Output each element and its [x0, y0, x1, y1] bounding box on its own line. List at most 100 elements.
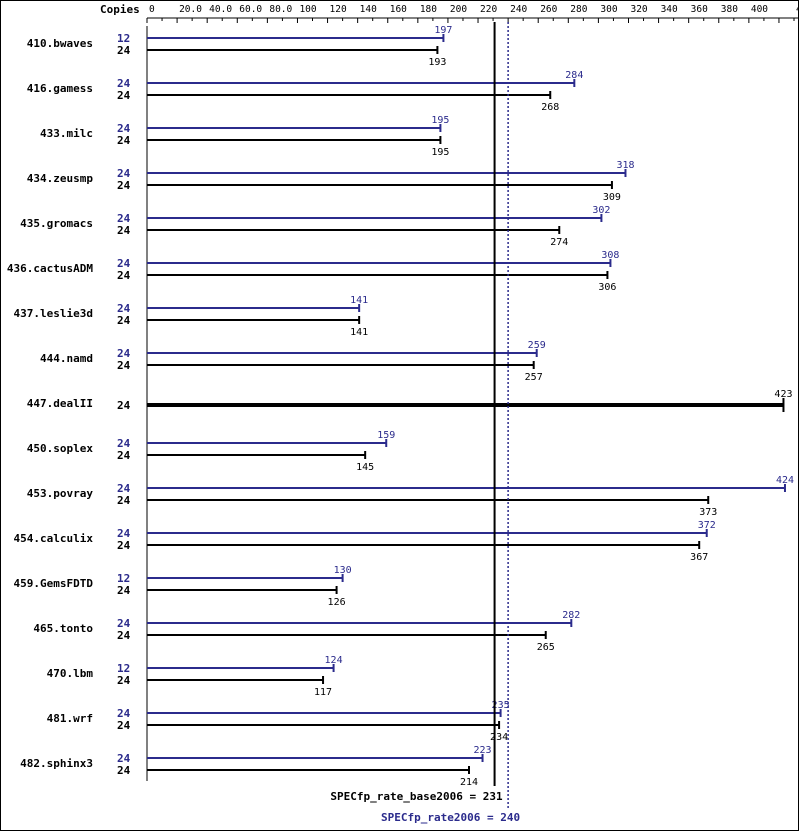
- benchmark-label: 481.wrf: [47, 712, 93, 725]
- bar-value-label: 195: [431, 147, 449, 158]
- copies-base: 24: [117, 314, 131, 327]
- x-tick-label: 40.0: [209, 4, 232, 15]
- bar-value-label: 197: [434, 25, 452, 36]
- x-tick-label: 300: [600, 4, 617, 15]
- copies-base: 24: [117, 44, 131, 57]
- copies-peak: 12: [117, 32, 130, 45]
- copies-peak: 24: [117, 167, 131, 180]
- bar-value-label: 424: [776, 475, 794, 486]
- benchmark-row: 481.wrf 24 235 24 234: [47, 700, 510, 743]
- bar-value-label: 117: [314, 687, 332, 698]
- copies-peak: 24: [117, 257, 131, 270]
- bar-value-label: 141: [350, 295, 368, 306]
- x-tick-label: 240: [510, 4, 527, 15]
- bar-value-label: 274: [550, 237, 568, 248]
- copies-base: 24: [117, 134, 131, 147]
- benchmark-row: 410.bwaves 12 197 24 193: [27, 25, 453, 68]
- copies-base: 24: [117, 539, 131, 552]
- benchmark-label: 437.leslie3d: [14, 307, 93, 320]
- copies-base: 24: [117, 399, 131, 412]
- bar-value-label: 318: [616, 160, 634, 171]
- benchmark-row: 450.soplex 24 159 24 145: [27, 430, 396, 473]
- benchmark-row: 444.namd 24 259 24 257: [40, 340, 546, 383]
- reference-lines: SPECfp_rate_base2006 = 231 SPECfp_rate200…: [330, 22, 520, 824]
- bar-value-label: 235: [492, 700, 510, 711]
- bar-value-label: 195: [431, 115, 449, 126]
- copies-base: 24: [117, 89, 131, 102]
- x-tick-label: 260: [540, 4, 557, 15]
- x-tick-label: 120: [330, 4, 347, 15]
- x-tick-label: 340: [661, 4, 678, 15]
- x-tick-label: 200: [450, 4, 467, 15]
- bar-value-label: 308: [601, 250, 619, 261]
- x-tick-label: 220: [480, 4, 497, 15]
- copies-base: 24: [117, 449, 131, 462]
- copies-peak: 24: [117, 77, 131, 90]
- benchmark-label: 454.calculix: [14, 532, 94, 545]
- bar-value-label: 214: [460, 777, 478, 788]
- copies-peak: 24: [117, 302, 131, 315]
- copies-base: 24: [117, 224, 131, 237]
- benchmark-label: 453.povray: [27, 487, 94, 500]
- bar-value-label: 268: [541, 102, 559, 113]
- copies-header: Copies: [100, 3, 140, 16]
- x-tick-label: 320: [630, 4, 647, 15]
- copies-peak: 24: [117, 752, 131, 765]
- bar-value-label: 124: [325, 655, 343, 666]
- benchmark-label: 459.GemsFDTD: [14, 577, 94, 590]
- x-tick-label: 430: [796, 4, 799, 15]
- x-axis: 0 20.0 40.0 60.0 80.0 100 120 140 160 180 200 220 24…: [146, 4, 799, 781]
- x-tick-label: 0: [149, 4, 155, 15]
- benchmark-row: 434.zeusmp 24 318 24 309: [27, 160, 635, 203]
- copies-peak: 24: [117, 437, 131, 450]
- x-tick-label: 160: [390, 4, 407, 15]
- x-tick-label: 180: [420, 4, 437, 15]
- x-tick-label: 80.0: [269, 4, 292, 15]
- benchmark-row: 459.GemsFDTD 12 130 24 126: [14, 565, 352, 608]
- benchmark-label: 482.sphinx3: [20, 757, 93, 770]
- copies-peak: 24: [117, 212, 131, 225]
- bar-value-label: 257: [525, 372, 543, 383]
- bar-value-label: 265: [537, 642, 555, 653]
- benchmark-row: 453.povray 24 424 24 373: [27, 475, 794, 518]
- benchmark-row: 454.calculix 24 372 24 367: [14, 520, 716, 563]
- x-tick-label: 100: [299, 4, 316, 15]
- bar-value-label: 309: [603, 192, 621, 203]
- bar-value-label: 130: [334, 565, 352, 576]
- peak-summary-label: SPECfp_rate2006 = 240: [381, 811, 520, 824]
- benchmark-row: 416.gamess 24 284 24 268: [27, 70, 584, 113]
- x-tick-label: 400: [751, 4, 768, 15]
- copies-base: 24: [117, 359, 131, 372]
- benchmark-label: 447.dealII: [27, 397, 93, 410]
- copies-peak: 24: [117, 617, 131, 630]
- bar-value-label: 367: [690, 552, 708, 563]
- copies-base: 24: [117, 584, 131, 597]
- benchmark-row: 465.tonto 24 282 24 265: [33, 610, 580, 653]
- bar-value-label: 193: [428, 57, 446, 68]
- benchmark-label: 444.namd: [40, 352, 93, 365]
- benchmark-label: 434.zeusmp: [27, 172, 94, 185]
- benchmark-row: 437.leslie3d 24 141 24 141: [14, 295, 369, 338]
- benchmark-row: 470.lbm 12 124 24 117: [47, 655, 343, 698]
- benchmark-label: 416.gamess: [27, 82, 93, 95]
- copies-base: 24: [117, 179, 131, 192]
- copies-peak: 24: [117, 122, 131, 135]
- copies-peak: 24: [117, 347, 131, 360]
- benchmark-row: 436.cactusADM 24 308 24 306: [7, 250, 620, 293]
- benchmark-row: 482.sphinx3 24 223 24 214: [20, 745, 491, 788]
- benchmark-label: 450.soplex: [27, 442, 94, 455]
- benchmark-row: 433.milc 24 195 24 195: [40, 115, 449, 158]
- copies-base: 24: [117, 269, 131, 282]
- copies-base: 24: [117, 719, 131, 732]
- bar-value-label: 284: [565, 70, 583, 81]
- x-tick-label: 380: [721, 4, 738, 15]
- benchmark-row: 435.gromacs 24 302 24 274: [20, 205, 610, 248]
- x-tick-label: 280: [570, 4, 587, 15]
- copies-base: 24: [117, 764, 131, 777]
- bar-value-label: 302: [592, 205, 610, 216]
- benchmark-label: 436.cactusADM: [7, 262, 93, 275]
- bar-value-label: 159: [377, 430, 395, 441]
- benchmark-label: 470.lbm: [47, 667, 94, 680]
- copies-peak: 12: [117, 572, 130, 585]
